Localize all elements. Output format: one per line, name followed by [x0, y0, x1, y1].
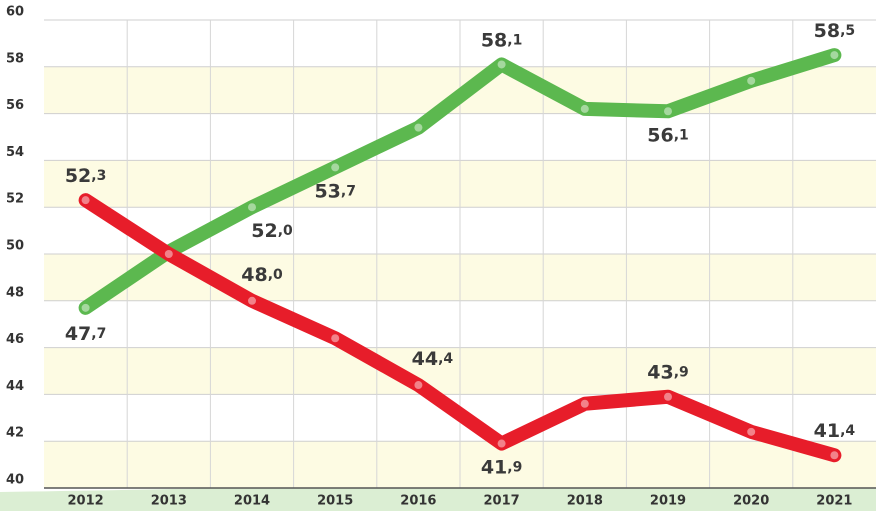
data-label: 58,1 [481, 29, 523, 51]
data-label-dec: ,0 [268, 267, 283, 283]
data-label-int: 52 [251, 220, 277, 242]
data-label: 53,7 [314, 180, 356, 202]
data-label-dec: ,7 [91, 326, 106, 342]
data-label-int: 41 [814, 420, 840, 442]
data-point [580, 104, 589, 113]
y-tick-label: 56 [6, 98, 24, 113]
series-line [78, 193, 842, 463]
x-tick-label: 2017 [484, 494, 520, 509]
data-label: 47,7 [65, 322, 107, 344]
data-label-dec: ,7 [341, 183, 356, 199]
data-point [81, 196, 90, 205]
data-label: 43,9 [647, 361, 689, 383]
x-tick-label: 2018 [567, 494, 603, 509]
data-label: 52,0 [251, 220, 293, 242]
data-label-int: 58 [481, 29, 507, 51]
data-label: 41,9 [481, 456, 523, 478]
data-label-int: 53 [314, 180, 340, 202]
y-tick-label: 54 [6, 145, 24, 160]
data-label: 48,0 [241, 263, 283, 285]
data-label-int: 47 [65, 322, 91, 344]
data-label: 58,5 [814, 20, 856, 42]
x-tick-label: 2016 [400, 494, 436, 509]
data-point [414, 381, 423, 390]
data-label-int: 52 [65, 165, 91, 187]
series-line [78, 48, 842, 315]
data-label-int: 56 [647, 124, 673, 146]
y-tick-label: 46 [6, 332, 24, 347]
data-point [664, 392, 672, 401]
data-label: 52,3 [65, 165, 107, 187]
data-label-dec: ,5 [840, 23, 855, 39]
x-tick-label: 2019 [650, 494, 686, 509]
data-label-dec: ,3 [91, 168, 106, 184]
x-tick-label: 2014 [234, 494, 270, 509]
data-label-int: 58 [814, 20, 840, 42]
data-point [497, 439, 506, 448]
data-label-int: 48 [241, 263, 267, 285]
data-point [248, 203, 256, 212]
data-point [164, 250, 173, 258]
data-label: 41,4 [814, 420, 856, 442]
y-tick-label: 42 [6, 426, 24, 441]
data-point [414, 123, 423, 132]
data-label: 44,4 [412, 348, 454, 370]
data-label-dec: ,9 [674, 365, 689, 381]
data-point [830, 51, 839, 60]
data-label-int: 43 [647, 361, 673, 383]
data-label-int: 44 [412, 348, 438, 370]
x-tick-label: 2020 [733, 494, 769, 509]
data-label-dec: ,9 [507, 460, 522, 476]
y-tick-label: 44 [6, 379, 24, 394]
data-label-int: 41 [481, 456, 507, 478]
data-point [248, 296, 256, 305]
x-tick-label: 2015 [317, 494, 353, 509]
y-tick-label: 60 [6, 5, 24, 20]
y-tick-label: 58 [6, 51, 24, 66]
y-tick-label: 50 [6, 239, 24, 254]
data-label: 56,1 [647, 124, 689, 146]
data-point [747, 427, 756, 436]
data-label-dec: ,0 [278, 223, 293, 239]
y-tick-label: 48 [6, 285, 24, 300]
x-tick-label: 2012 [68, 494, 104, 509]
x-tick-label: 2021 [816, 494, 852, 509]
y-tick-label: 52 [6, 192, 24, 207]
data-point [331, 163, 340, 172]
x-tick-label: 2013 [151, 494, 187, 509]
data-point [497, 60, 506, 69]
y-tick-label: 40 [6, 473, 24, 488]
data-label-dec: ,4 [840, 423, 855, 439]
data-label-dec: ,1 [674, 127, 689, 143]
data-point [81, 303, 90, 312]
data-label-dec: ,4 [438, 351, 453, 367]
data-point [331, 334, 340, 343]
data-point [664, 107, 672, 116]
data-point [830, 451, 839, 460]
data-point [580, 399, 589, 408]
data-point [747, 76, 756, 85]
data-label-dec: ,1 [507, 32, 522, 48]
